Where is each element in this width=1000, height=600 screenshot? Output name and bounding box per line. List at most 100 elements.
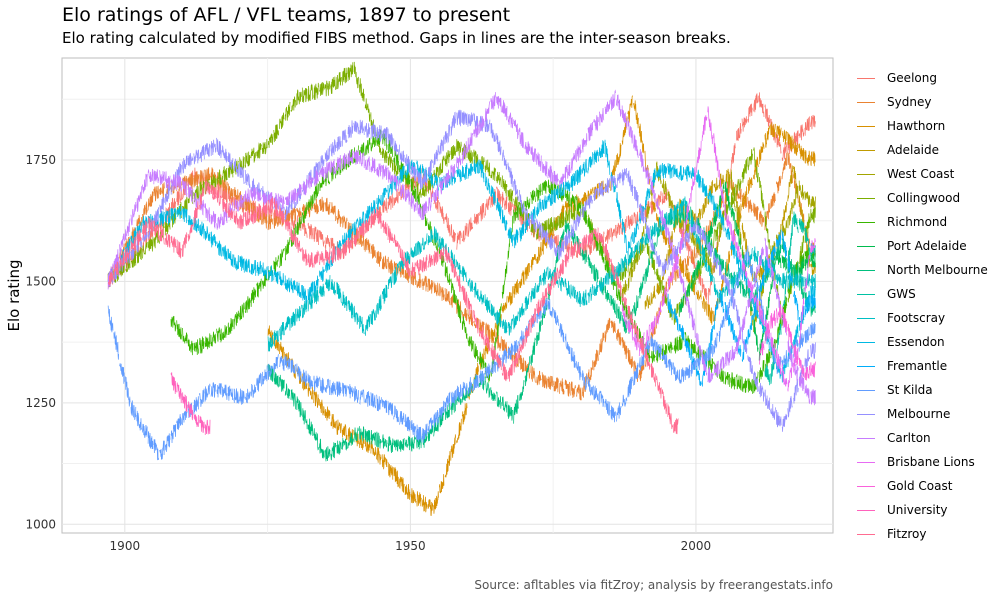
season-segment xyxy=(307,222,314,240)
season-segment xyxy=(319,438,325,459)
season-segment xyxy=(707,221,713,248)
season-segment xyxy=(747,355,753,374)
season-segment xyxy=(735,201,742,246)
season-segment xyxy=(690,267,696,292)
season-segment xyxy=(370,308,377,325)
legend-item: Sydney xyxy=(855,90,995,114)
season-segment xyxy=(707,265,713,306)
legend-key-line xyxy=(857,462,875,463)
season-segment xyxy=(233,388,239,404)
season-segment xyxy=(547,164,554,184)
season-segment xyxy=(650,176,656,203)
season-segment xyxy=(644,166,651,185)
season-segment xyxy=(581,158,588,177)
season-segment xyxy=(313,82,319,100)
season-segment xyxy=(359,389,365,406)
season-segment xyxy=(707,326,713,361)
season-segment xyxy=(187,401,194,421)
season-segment xyxy=(524,360,531,379)
season-segment xyxy=(433,226,439,248)
season-segment xyxy=(530,146,536,162)
season-segment xyxy=(239,212,245,230)
season-segment xyxy=(564,229,571,250)
season-segment xyxy=(501,100,508,121)
season-segment xyxy=(336,440,342,455)
season-segment xyxy=(490,123,496,142)
season-segment xyxy=(536,198,542,217)
source-caption: Source: afltables via fitZroy; analysis … xyxy=(474,578,833,592)
season-segment xyxy=(718,356,725,375)
season-segment xyxy=(524,196,531,211)
season-segment xyxy=(518,189,525,215)
season-segment xyxy=(598,181,605,197)
season-segment xyxy=(301,369,308,387)
season-segment xyxy=(364,237,371,254)
season-segment xyxy=(810,389,816,406)
season-segment xyxy=(221,145,228,163)
season-segment xyxy=(199,145,205,163)
season-segment xyxy=(284,102,291,121)
season-segment xyxy=(216,383,222,398)
season-segment xyxy=(798,124,805,141)
season-segment xyxy=(256,142,262,159)
season-segment xyxy=(627,117,634,144)
season-segment xyxy=(376,447,382,465)
season-segment xyxy=(673,201,679,222)
season-segment xyxy=(227,162,234,178)
season-segment xyxy=(804,296,811,318)
season-segment xyxy=(496,310,502,328)
season-segment xyxy=(427,424,434,442)
season-segment xyxy=(216,327,222,343)
season-segment xyxy=(564,161,571,182)
season-segment xyxy=(433,195,439,213)
season-segment xyxy=(159,227,165,245)
season-segment xyxy=(393,439,399,452)
season-segment xyxy=(661,179,668,200)
season-segment xyxy=(804,227,811,256)
season-segment xyxy=(650,363,656,387)
season-segment xyxy=(650,222,656,241)
season-segment xyxy=(433,410,439,428)
legend-key xyxy=(855,383,877,397)
season-segment xyxy=(536,370,542,386)
season-segment xyxy=(678,221,685,254)
season-segment xyxy=(444,150,451,167)
season-segment xyxy=(661,389,668,415)
series-brisbane-lions xyxy=(621,106,816,392)
season-segment xyxy=(804,254,811,292)
season-segment xyxy=(621,305,628,329)
season-segment xyxy=(182,327,188,344)
season-segment xyxy=(233,199,239,212)
season-segment xyxy=(147,191,154,211)
season-segment xyxy=(387,272,393,290)
legend-item: Essendon xyxy=(855,330,995,354)
season-segment xyxy=(713,133,719,178)
season-segment xyxy=(267,196,274,215)
season-segment xyxy=(199,221,205,239)
legend-item: Richmond xyxy=(855,210,995,234)
season-segment xyxy=(450,164,456,179)
season-segment xyxy=(250,147,257,163)
season-segment xyxy=(244,209,251,227)
season-segment xyxy=(513,348,519,373)
series-melbourne xyxy=(107,109,816,432)
season-segment xyxy=(564,188,571,207)
season-segment xyxy=(735,327,742,355)
season-segment xyxy=(547,217,554,234)
season-segment xyxy=(484,363,491,379)
season-segment xyxy=(775,349,782,376)
season-segment xyxy=(301,220,308,238)
season-segment xyxy=(650,350,656,364)
season-segment xyxy=(427,278,434,294)
season-segment xyxy=(353,386,359,403)
season-segment xyxy=(713,294,719,322)
season-segment xyxy=(484,117,491,133)
season-segment xyxy=(541,225,548,244)
season-segment xyxy=(244,188,251,203)
season-segment xyxy=(370,440,377,457)
season-segment xyxy=(239,388,245,405)
season-segment xyxy=(296,396,302,418)
season-segment xyxy=(581,199,588,218)
season-segment xyxy=(593,115,599,132)
season-segment xyxy=(364,98,371,122)
